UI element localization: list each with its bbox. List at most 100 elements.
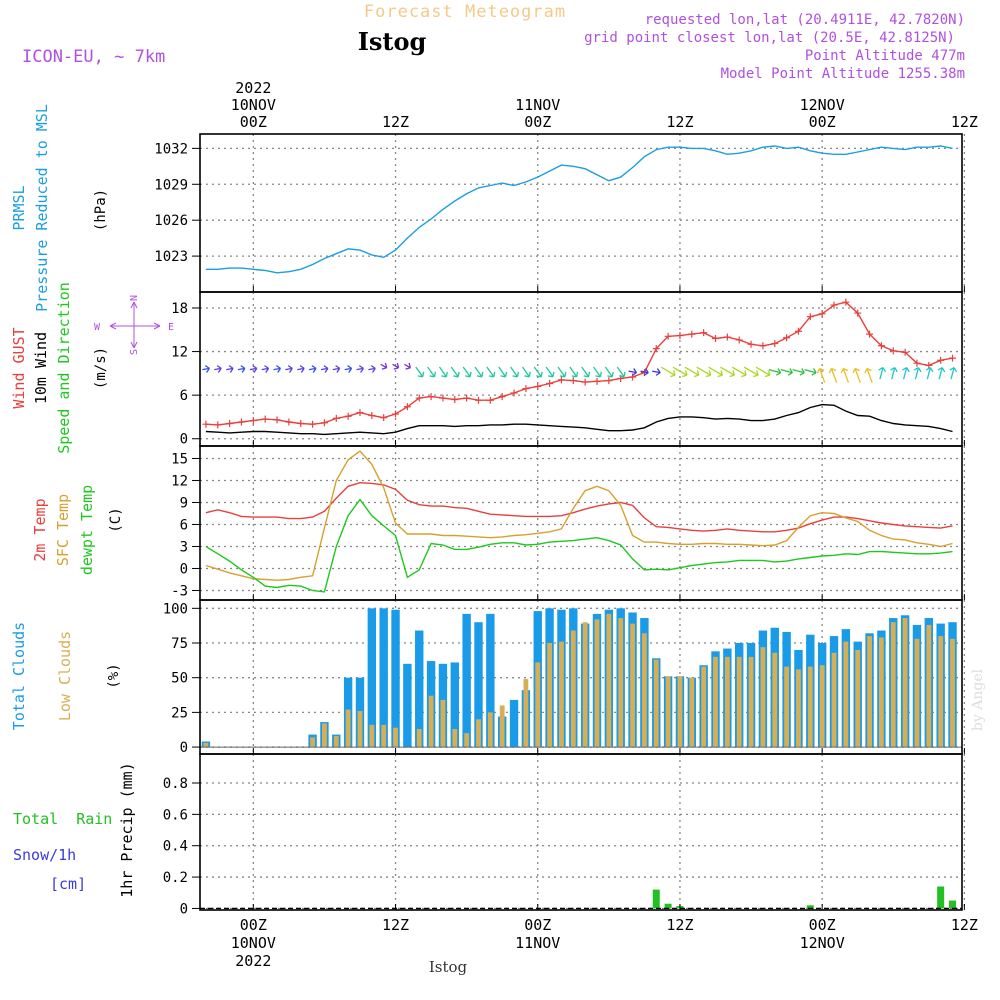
gust-marker [854, 309, 862, 317]
temperature-frame [199, 445, 963, 601]
low-clouds-bar [630, 623, 635, 748]
low-clouds-bar [428, 695, 434, 748]
wind-arrow [640, 368, 649, 376]
low-clouds-bar [523, 679, 529, 748]
gust-marker [320, 419, 328, 427]
temperature-ytick-label: 6 [180, 517, 188, 533]
low-clouds-bar [381, 724, 387, 748]
gust-marker [688, 330, 696, 338]
wind-arrow [249, 365, 258, 373]
low-clouds-bar [345, 709, 351, 748]
top-time-label: 00Z [240, 113, 267, 131]
top-time-label: 12NOV [800, 96, 845, 114]
wind-unit: (m/s) [93, 347, 109, 389]
gust-marker [332, 414, 340, 422]
pressure-ytick-label: 1029 [154, 177, 188, 193]
snow-label: Snow/1h [13, 846, 76, 864]
gust-marker [415, 394, 423, 402]
gust-marker [534, 382, 542, 390]
wind-arrow [356, 365, 364, 373]
clouds-ytick-label: 100 [163, 601, 188, 617]
sfc-temp-label: SFC Temp [54, 494, 72, 566]
low-clouds-bar [784, 666, 790, 748]
low-clouds-bar [642, 633, 647, 748]
gust-marker [842, 298, 850, 306]
wind-ytick-label: 18 [171, 301, 188, 317]
wind-ytick-label: 6 [180, 388, 188, 404]
wind-arrow [743, 366, 759, 378]
low-clouds-bar [618, 618, 624, 748]
top-time-label: 11NOV [515, 96, 560, 114]
bottom-time-label: 10NOV [231, 934, 276, 952]
gust-marker [392, 410, 400, 418]
wind-arrow [392, 362, 400, 370]
compass-legend: N S W E [94, 295, 174, 355]
bottom-time-label: 00Z [240, 916, 267, 934]
bottom-time-label: 00Z [809, 916, 836, 934]
gust-marker [237, 418, 245, 426]
rain-bar [806, 905, 814, 909]
gust-marker [368, 411, 376, 419]
bottom-time-label: 12NOV [800, 934, 845, 952]
gust-marker [285, 418, 293, 426]
top-time-label: 12Z [382, 113, 409, 131]
gust-marker [498, 393, 506, 401]
wind-arrow [237, 365, 246, 373]
gust-marker [806, 313, 814, 321]
wind-arrow [902, 367, 910, 380]
low-clouds-bar [902, 618, 908, 748]
gust-marker [712, 334, 720, 342]
panel-labels: PRMSL Pressure Reduced to MSL (hPa) Wind… [10, 104, 986, 898]
wind-arrow [696, 366, 712, 378]
wind-gust-label: Wind GUST [10, 327, 28, 408]
clouds-ytick-label: 0 [180, 740, 188, 756]
low-clouds-bar [831, 652, 837, 748]
low-clouds-bar [689, 677, 695, 748]
low-clouds-bar [416, 729, 422, 748]
gust-marker [510, 389, 518, 397]
wind-direction-label: Speed and Direction [55, 282, 73, 454]
precip-panel: 0 0.2 0.4 0.6 0.8 [163, 753, 966, 917]
low-clouds-label: Low Clouds [56, 631, 74, 721]
wind-arrow [450, 366, 460, 378]
gust-marker [214, 421, 222, 429]
dewpt-temp-line [205, 498, 953, 593]
low-clouds-bar [357, 710, 363, 748]
wind-arrow [925, 367, 934, 380]
gust-marker [723, 333, 731, 341]
wind-arrow [320, 365, 329, 373]
wind-arrow [720, 366, 735, 378]
rain-bar [949, 900, 957, 909]
wind-arrow [652, 368, 661, 376]
rain-label: Total Rain [13, 810, 112, 828]
gust-marker [380, 414, 388, 422]
low-clouds-bar [487, 712, 493, 748]
top-time-label: 12Z [666, 113, 693, 131]
total-clouds-bar [379, 608, 388, 748]
low-clouds-bar [760, 647, 766, 748]
low-clouds-bar [701, 666, 707, 748]
wind-arrow [427, 366, 437, 378]
gust-marker [261, 415, 269, 423]
low-clouds-bar [606, 613, 612, 748]
compass-w: W [94, 322, 101, 333]
wind-direction-arrows [202, 362, 958, 383]
wind-gust-line [205, 301, 953, 426]
pressure-panel: 1023 1026 1029 1032 [154, 133, 966, 293]
gust-marker [759, 342, 767, 350]
gust-marker [937, 356, 945, 364]
wind-arrow [804, 368, 817, 376]
wind-arrow [438, 366, 448, 378]
temp2m-label: 2m Temp [31, 498, 49, 561]
gust-marker [700, 329, 708, 337]
gust-marker [474, 396, 482, 404]
model-altitude: Model Point Altitude 1255.38m [721, 66, 965, 82]
low-clouds-bar [938, 636, 944, 748]
wind-ytick-label: 12 [171, 345, 188, 361]
gust-marker [546, 380, 554, 388]
wind-arrow [828, 367, 838, 383]
gust-marker [309, 420, 317, 428]
gust-marker [664, 332, 672, 340]
wind-arrow [273, 365, 282, 373]
